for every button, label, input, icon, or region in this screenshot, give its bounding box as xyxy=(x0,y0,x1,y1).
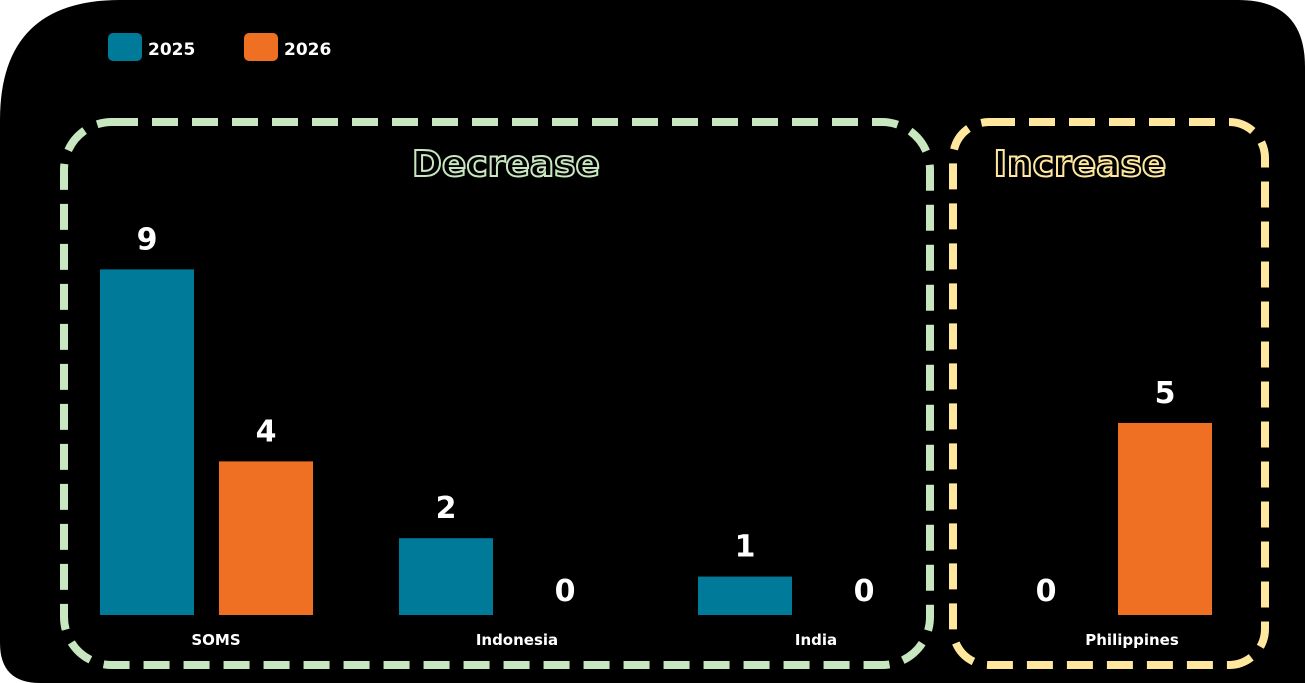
bar-india-2025 xyxy=(698,576,792,615)
legend-label-2026: 2026 xyxy=(284,40,331,60)
group-box-increase xyxy=(949,118,1269,669)
bar-philippines-2026 xyxy=(1118,423,1212,615)
data-label-philippines-2025: 0 xyxy=(1036,574,1057,609)
category-label-indonesia: Indonesia xyxy=(476,631,558,649)
legend: 2025 2026 xyxy=(108,33,331,61)
data-label-indonesia-2025: 2 xyxy=(436,491,457,526)
category-label-india: India xyxy=(795,631,837,649)
data-label-soms-2026: 4 xyxy=(256,414,277,449)
bar-soms-2025 xyxy=(100,269,194,615)
category-label-soms: SOMS xyxy=(191,631,240,649)
data-label-india-2026: 0 xyxy=(854,574,875,609)
data-label-soms-2025: 9 xyxy=(137,222,158,257)
group-box-decrease xyxy=(60,118,934,669)
bars-layer xyxy=(100,269,1212,615)
data-label-india-2025: 1 xyxy=(735,530,756,565)
category-label-philippines: Philippines xyxy=(1085,631,1179,649)
legend-swatch-2026 xyxy=(244,33,278,61)
group-title-decrease: Decrease xyxy=(412,144,600,185)
data-label-indonesia-2026: 0 xyxy=(555,574,576,609)
group-title-increase: Increase xyxy=(994,144,1167,185)
legend-label-2025: 2025 xyxy=(148,40,195,60)
legend-swatch-2025 xyxy=(108,33,142,61)
bar-soms-2026 xyxy=(219,461,313,615)
bar-indonesia-2025 xyxy=(399,538,493,615)
data-label-philippines-2026: 5 xyxy=(1155,376,1176,411)
labels-layer: 9 4 SOMS 2 0 Indonesia 1 0 India 0 5 Philippines xyxy=(137,222,1179,649)
